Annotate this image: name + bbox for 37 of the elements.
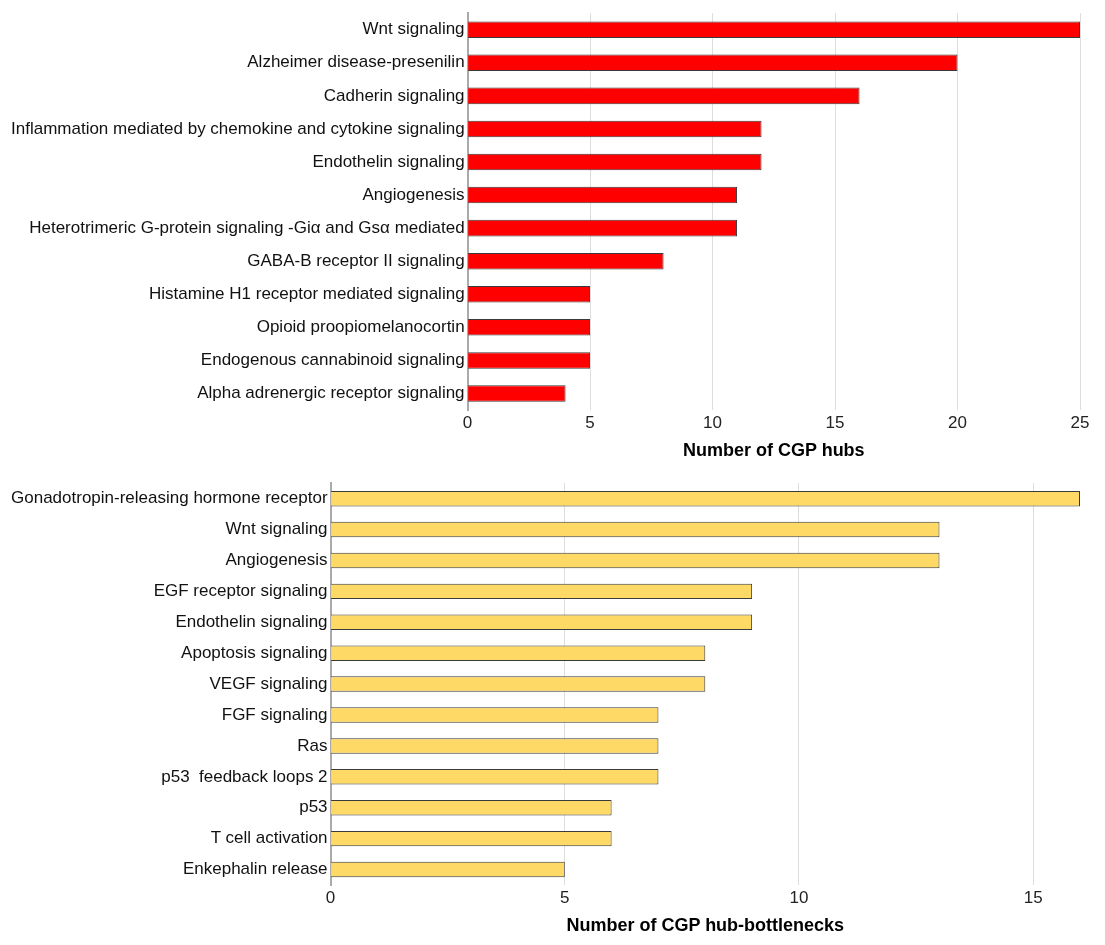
x-tick-label: 25 (1070, 412, 1090, 432)
y-tick-label: Apoptosis signaling (181, 642, 328, 662)
y-tick-label: Wnt signaling (362, 19, 465, 39)
x-axis-title: Number of CGP hubs (682, 440, 865, 461)
y-tick-label: Cadherin signaling (323, 85, 465, 105)
x-axis-title: Number of CGP hub-bottlenecks (566, 915, 845, 936)
y-tick-label: Heterotrimeric G-protein signaling -Giα and Gsα mediated (29, 217, 465, 237)
x-tick-label: 10 (789, 887, 809, 907)
y-tick-label: GABA-B receptor II signaling (247, 250, 465, 270)
x-tick-label: 0 (462, 412, 473, 432)
y-tick-label: Enkephalin release (182, 859, 328, 879)
y-tick-label: Endogenous cannabinoid signaling (200, 350, 465, 370)
x-tick-label: 0 (325, 887, 336, 907)
y-tick-label: Angiogenesis (225, 550, 328, 570)
x-tick-label: 15 (825, 412, 845, 432)
y-tick-label: EGF receptor signaling (153, 581, 328, 601)
y-tick-label: p53 feedback loops 2 (161, 766, 328, 786)
y-tick-label: Angiogenesis (362, 184, 465, 204)
y-tick-label: VEGF signaling (209, 673, 328, 693)
y-tick-label: Alzheimer disease-presenilin (247, 52, 465, 72)
y-tick-label: p53 (299, 797, 328, 817)
y-tick-label: Inflammation mediated by chemokine and cytokine signaling (10, 118, 465, 138)
y-tick-label: Endothelin signaling (312, 151, 465, 171)
x-tick-label: 5 (585, 412, 595, 432)
y-tick-label: Ras (297, 735, 328, 755)
y-tick-label: FGF signaling (221, 704, 328, 724)
y-tick-label: Alpha adrenergic receptor signaling (197, 383, 465, 403)
y-tick-label: Endothelin signaling (175, 611, 328, 631)
x-tick-label: 15 (1023, 887, 1043, 907)
y-tick-label: Gonadotropin-releasing hormone receptor (11, 488, 328, 508)
y-tick-label: T cell activation (210, 828, 328, 848)
x-tick-label: 10 (703, 412, 723, 432)
x-tick-label: 5 (560, 887, 570, 907)
y-tick-label: Opioid proopiomelanocortin (256, 317, 465, 337)
y-tick-label: Wnt signaling (225, 519, 328, 539)
y-tick-label: Histamine H1 receptor mediated signaling (148, 283, 465, 303)
x-tick-label: 20 (948, 412, 967, 432)
